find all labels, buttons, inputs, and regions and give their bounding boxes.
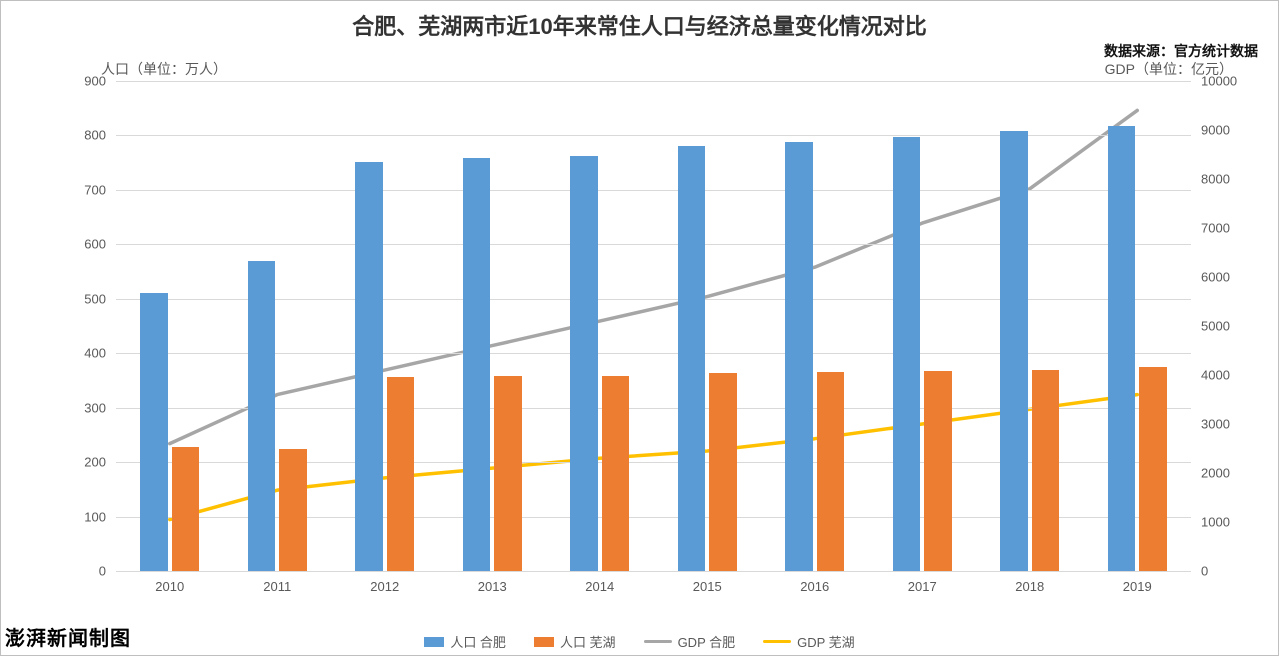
bar [678,146,706,571]
y-left-tick: 0 [66,564,106,579]
bar [355,162,383,571]
x-tick: 2014 [585,579,614,594]
grid-line [116,462,1191,463]
y-left-tick: 200 [66,455,106,470]
y-right-tick: 6000 [1201,270,1251,285]
line-swatch-icon [644,640,672,643]
line-layer [116,81,1191,571]
y-right-tick: 10000 [1201,74,1251,89]
y-left-tick: 100 [66,509,106,524]
y-right-tick: 9000 [1201,123,1251,138]
bar [1032,370,1060,571]
x-tick: 2013 [478,579,507,594]
y-left-tick: 300 [66,400,106,415]
grid-line [116,81,1191,82]
x-tick: 2010 [155,579,184,594]
chart-container: 合肥、芜湖两市近10年来常住人口与经济总量变化情况对比 数据来源：官方统计数据 … [0,0,1279,656]
x-tick: 2015 [693,579,722,594]
line-swatch-icon [763,640,791,643]
y-left-tick: 800 [66,128,106,143]
x-tick: 2019 [1123,579,1152,594]
bar-swatch-icon [424,637,444,647]
grid-line [116,571,1191,572]
x-tick: 2012 [370,579,399,594]
y-right-tick: 1000 [1201,515,1251,530]
chart-title: 合肥、芜湖两市近10年来常住人口与经济总量变化情况对比 [1,1,1278,41]
bar [924,371,952,571]
y-right-tick: 3000 [1201,417,1251,432]
grid-line [116,517,1191,518]
legend-label: GDP 芜湖 [797,632,855,651]
bar [172,447,200,571]
series-line [170,110,1138,443]
legend: 人口 合肥 人口 芜湖 GDP 合肥 GDP 芜湖 [1,632,1278,651]
grid-line [116,353,1191,354]
bar [140,293,168,571]
legend-item: GDP 合肥 [644,632,736,651]
x-tick: 2011 [263,579,291,594]
y-right-tick: 0 [1201,564,1251,579]
bar [1108,126,1136,571]
legend-label: 人口 芜湖 [560,632,616,651]
y-left-tick: 500 [66,291,106,306]
legend-item: 人口 芜湖 [534,632,616,651]
plot-area [116,81,1191,571]
legend-label: GDP 合肥 [678,632,736,651]
grid-line [116,135,1191,136]
bar [279,449,307,572]
y-left-tick: 700 [66,182,106,197]
bar [1139,367,1167,571]
bar [463,158,491,571]
grid-line [116,408,1191,409]
y-left-tick: 900 [66,74,106,89]
legend-label: 人口 合肥 [450,632,506,651]
y-left-tick: 600 [66,237,106,252]
x-tick: 2016 [800,579,829,594]
bar-swatch-icon [534,637,554,647]
series-line [170,395,1138,520]
y-right-tick: 5000 [1201,319,1251,334]
bar [785,142,813,571]
y-left-tick: 400 [66,346,106,361]
bar [570,156,598,571]
y-left-axis-label: 人口（单位：万人） [101,59,227,79]
y-right-tick: 7000 [1201,221,1251,236]
grid-line [116,190,1191,191]
y-right-tick: 8000 [1201,172,1251,187]
bar [709,373,737,571]
bar [387,377,415,571]
y-right-tick: 2000 [1201,466,1251,481]
bar [602,376,630,571]
bar [494,376,522,571]
watermark: 澎湃新闻制图 [5,622,131,651]
y-right-tick: 4000 [1201,368,1251,383]
bar [248,261,276,571]
grid-line [116,299,1191,300]
legend-item: 人口 合肥 [424,632,506,651]
bar [817,372,845,571]
bar [1000,131,1028,571]
data-source-label: 数据来源：官方统计数据 [1104,41,1258,61]
x-tick: 2017 [908,579,937,594]
bar [893,137,921,571]
x-tick: 2018 [1015,579,1044,594]
legend-item: GDP 芜湖 [763,632,855,651]
grid-line [116,244,1191,245]
